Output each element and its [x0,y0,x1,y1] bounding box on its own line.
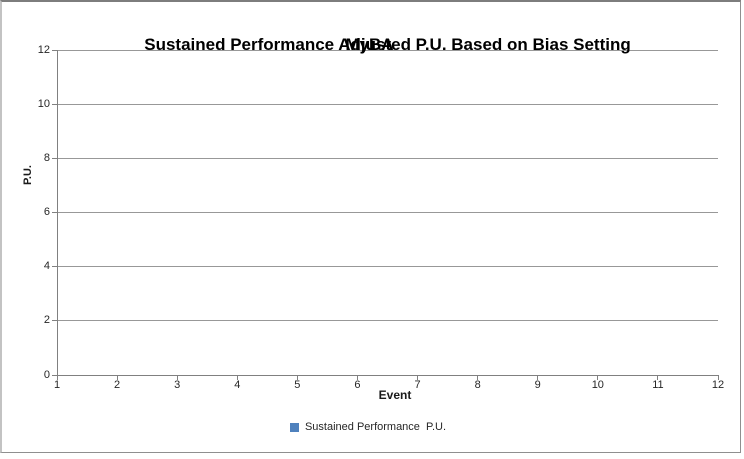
y-axis-line [56,50,58,375]
y-axis-title: P.U. [22,165,34,185]
x-tick-mark [296,375,298,380]
y-tick-mark [52,320,57,322]
x-axis-title: Event [378,388,412,402]
y-gridline [57,320,718,322]
y-tick-label: 12 [37,43,50,56]
x-tick-mark [236,375,238,380]
legend-marker-swatch [289,422,299,432]
y-tick-mark [52,374,57,376]
x-tick-label: 7 [414,379,421,391]
y-gridline [57,157,718,159]
y-tick-mark [52,157,57,159]
x-tick-label: 2 [114,379,121,391]
legend-series-label: Sustained Performance P.U. [304,420,447,433]
y-tick-label: 6 [43,206,50,218]
x-tick-label: 5 [294,379,301,391]
x-tick-label: 12 [711,379,725,391]
x-tick-mark [537,375,539,380]
x-tick-mark [417,375,419,380]
y-tick-label: 2 [43,314,50,327]
x-tick-mark [356,375,358,380]
x-tick-label: 11 [652,379,664,391]
x-tick-label: 9 [534,379,541,391]
chart-title: Sustained Performance Adjusted P.U. Base… [144,35,631,54]
y-tick-mark [52,266,57,268]
y-tick-label: 8 [43,151,50,164]
x-tick-mark [56,375,58,380]
x-tick-mark [657,375,659,380]
x-tick-label: 1 [53,379,61,391]
plot-area [57,50,718,375]
y-tick-label: 10 [37,97,50,110]
y-gridline [57,212,718,213]
y-tick-mark [52,212,57,213]
chart-overlay-text: MyBA [345,35,394,54]
x-tick-mark [176,375,178,380]
y-gridline [57,49,718,51]
y-gridline [57,103,718,105]
y-gridline [57,266,718,268]
y-tick-label: 0 [43,368,50,381]
x-tick-mark [477,375,479,380]
x-tick-label: 10 [591,379,604,391]
y-tick-mark [52,103,57,105]
y-tick-label: 4 [43,260,50,273]
legend: Sustained Performance P.U. [57,420,679,434]
x-tick-label: 4 [234,379,241,391]
x-axis-line [57,374,718,376]
x-tick-mark [597,375,599,380]
y-tick-mark [52,49,57,51]
x-tick-label: 6 [354,379,361,391]
x-tick-mark [116,375,118,380]
x-tick-mark [717,375,719,380]
x-tick-label: 8 [474,379,481,391]
x-tick-label: 3 [174,379,181,391]
